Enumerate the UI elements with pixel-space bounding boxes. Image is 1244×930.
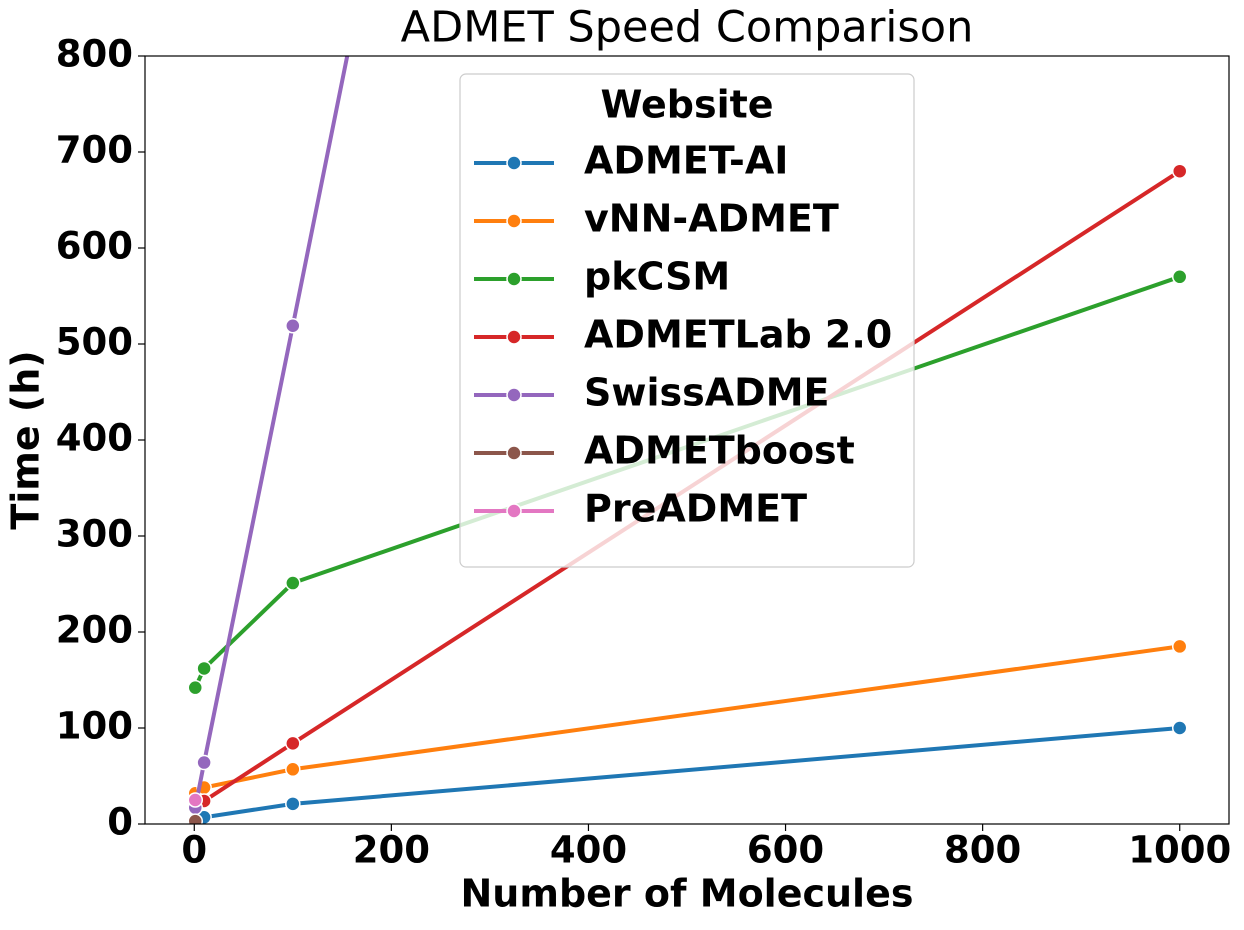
data-point bbox=[285, 761, 301, 778]
legend-label: ADMETLab 2.0 bbox=[584, 313, 892, 357]
legend-marker bbox=[506, 271, 522, 287]
y-tick-label: 200 bbox=[56, 609, 133, 652]
y-tick-label: 0 bbox=[107, 801, 133, 844]
legend-label: SwissADME bbox=[584, 371, 829, 415]
data-point bbox=[1171, 163, 1188, 179]
x-tick-label: 200 bbox=[353, 829, 430, 872]
legend-label: vNN-ADMET bbox=[584, 197, 839, 241]
x-tick-label: 600 bbox=[747, 829, 824, 872]
data-point bbox=[285, 575, 301, 591]
x-tick-label: 0 bbox=[181, 829, 207, 872]
data-point bbox=[1171, 269, 1188, 285]
data-point bbox=[187, 813, 204, 824]
y-tick-label: 700 bbox=[56, 129, 133, 172]
legend-label: PreADMET bbox=[584, 487, 807, 531]
legend-marker bbox=[506, 503, 522, 519]
legend-label: ADMETboost bbox=[584, 429, 855, 473]
data-point bbox=[196, 660, 212, 677]
legend-label: ADMET-AI bbox=[584, 139, 788, 183]
legend-marker bbox=[506, 387, 522, 403]
series-line bbox=[194, 726, 1180, 824]
data-point bbox=[1171, 720, 1188, 736]
data-point bbox=[285, 318, 301, 334]
x-tick-label: 800 bbox=[944, 829, 1021, 872]
series-line bbox=[193, 56, 350, 809]
data-point bbox=[1171, 638, 1188, 655]
data-point bbox=[187, 679, 204, 696]
data-point bbox=[285, 796, 301, 812]
legend-marker bbox=[506, 213, 522, 229]
legend-label: pkCSM bbox=[584, 255, 730, 299]
y-axis-label: Time (h) bbox=[4, 350, 48, 529]
y-tick-label: 100 bbox=[56, 705, 133, 748]
data-point bbox=[187, 792, 204, 808]
legend-marker bbox=[506, 445, 522, 461]
legend-box bbox=[459, 73, 915, 568]
data-point bbox=[196, 754, 212, 771]
y-tick-label: 400 bbox=[56, 417, 133, 460]
legend-title: Website bbox=[600, 83, 773, 127]
x-tick-label: 1000 bbox=[1128, 829, 1231, 872]
y-tick-label: 600 bbox=[56, 225, 133, 268]
y-tick-label: 300 bbox=[56, 513, 133, 556]
x-axis-label: Number of Molecules bbox=[461, 872, 914, 916]
y-tick-label: 800 bbox=[56, 33, 133, 76]
chart-title: ADMET Speed Comparison bbox=[401, 3, 974, 53]
y-tick-label: 500 bbox=[56, 321, 133, 364]
x-tick-label: 400 bbox=[550, 829, 627, 872]
legend-marker bbox=[506, 155, 522, 171]
data-point bbox=[285, 735, 301, 752]
legend-marker bbox=[506, 329, 522, 345]
